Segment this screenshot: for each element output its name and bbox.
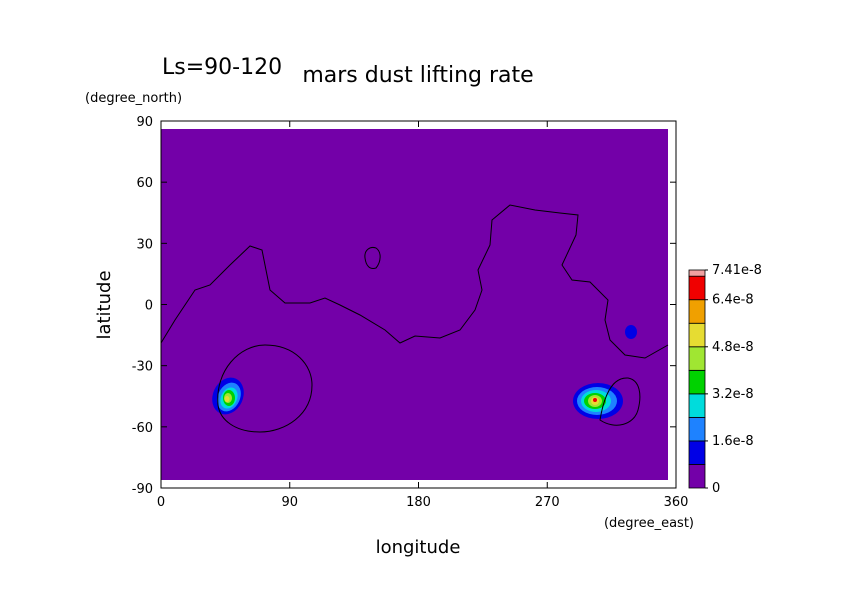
colorbar-tick-label: 0 [712, 481, 720, 496]
colorbar-tick-label: 4.8e-8 [712, 340, 754, 355]
x-unit: (degree_east) [604, 516, 694, 531]
colorbar-segment [688, 369, 706, 395]
colorbar-segment [688, 269, 706, 277]
colorbar-segment [688, 275, 706, 301]
field-background [161, 129, 668, 480]
colorbar-segment [688, 322, 706, 348]
chart-title: mars dust lifting rate [302, 63, 533, 88]
y-tick-label: -60 [132, 421, 153, 436]
colorbar-tick-label: 6.4e-8 [712, 293, 754, 308]
dust-spot [625, 325, 637, 339]
x-tick-label: 180 [406, 495, 431, 510]
colorbar-segment [688, 464, 706, 489]
colorbar-tick-label: 3.2e-8 [712, 387, 754, 402]
colorbar-segment [688, 393, 706, 418]
colorbar-segment [688, 440, 706, 465]
dust-blob [573, 383, 623, 419]
y-tick-label: -30 [132, 360, 153, 375]
y-tick-label: 60 [136, 176, 153, 191]
subtitle: Ls=90-120 [162, 55, 282, 80]
map-field [160, 129, 669, 480]
x-tick-label: 90 [281, 495, 298, 510]
colorbar-segment [688, 416, 706, 442]
dust-blob [212, 377, 244, 415]
x-tick-label: 360 [664, 495, 689, 510]
y-unit: (degree_north) [85, 91, 182, 106]
y-tick-label: 0 [145, 299, 153, 314]
y-tick-label: 90 [136, 115, 153, 130]
colorbar-tick-label: 7.41e-8 [712, 263, 762, 278]
x-tick-label: 270 [535, 495, 560, 510]
y-tick-label: 30 [136, 237, 153, 252]
colorbar-tick-label: 1.6e-8 [712, 434, 754, 449]
y-label: latitude [94, 270, 115, 339]
x-label: longitude [376, 537, 461, 558]
colorbar-segment [688, 346, 706, 371]
y-tick-label: -90 [132, 482, 153, 497]
contour-lines [160, 204, 669, 433]
x-tick-label: 0 [157, 495, 165, 510]
colorbar-segment [688, 299, 706, 324]
